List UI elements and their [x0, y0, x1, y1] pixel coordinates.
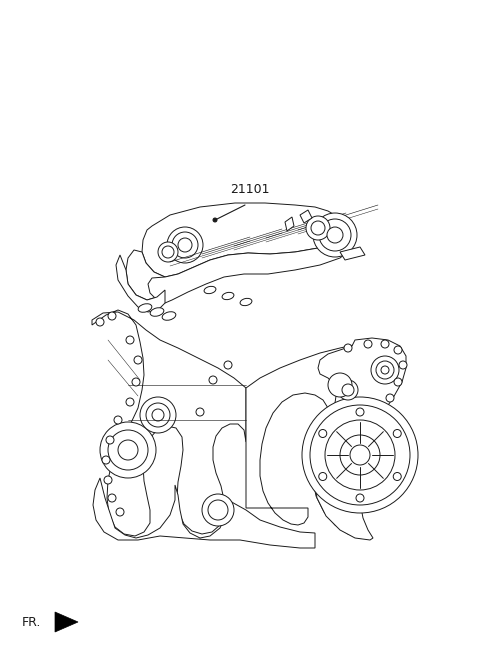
Circle shape — [140, 397, 176, 433]
Circle shape — [108, 312, 116, 320]
Circle shape — [126, 398, 134, 406]
Circle shape — [393, 430, 401, 438]
Text: 21101: 21101 — [230, 183, 270, 196]
Circle shape — [100, 422, 156, 478]
Circle shape — [399, 361, 407, 369]
Circle shape — [202, 494, 234, 526]
Circle shape — [381, 366, 389, 374]
Polygon shape — [340, 247, 365, 260]
Polygon shape — [55, 612, 78, 632]
Circle shape — [116, 508, 124, 516]
Circle shape — [342, 384, 354, 396]
Circle shape — [172, 232, 198, 258]
Polygon shape — [142, 203, 346, 277]
Circle shape — [178, 238, 192, 252]
Circle shape — [114, 416, 122, 424]
Circle shape — [338, 380, 358, 400]
Circle shape — [158, 242, 178, 262]
Polygon shape — [148, 233, 352, 303]
Circle shape — [319, 472, 327, 480]
Circle shape — [340, 435, 380, 475]
Text: FR.: FR. — [22, 615, 41, 628]
Circle shape — [311, 221, 325, 235]
Circle shape — [319, 219, 351, 251]
Circle shape — [319, 430, 327, 438]
Circle shape — [213, 218, 217, 222]
Circle shape — [126, 336, 134, 344]
Circle shape — [106, 436, 114, 444]
Circle shape — [118, 440, 138, 460]
Polygon shape — [300, 210, 312, 223]
Circle shape — [381, 340, 389, 348]
Ellipse shape — [138, 304, 152, 312]
Circle shape — [328, 373, 352, 397]
Circle shape — [394, 346, 402, 354]
Circle shape — [208, 500, 228, 520]
Circle shape — [162, 246, 174, 258]
Circle shape — [393, 472, 401, 480]
Circle shape — [313, 213, 357, 257]
Circle shape — [356, 494, 364, 502]
Ellipse shape — [240, 298, 252, 306]
Circle shape — [350, 445, 370, 465]
Polygon shape — [285, 217, 294, 231]
Circle shape — [224, 361, 232, 369]
Polygon shape — [92, 310, 246, 536]
Circle shape — [325, 420, 395, 490]
Circle shape — [302, 397, 418, 513]
Polygon shape — [126, 250, 165, 300]
Circle shape — [102, 456, 110, 464]
Circle shape — [209, 376, 217, 384]
Circle shape — [152, 409, 164, 421]
Polygon shape — [246, 342, 402, 538]
Circle shape — [344, 344, 352, 352]
Ellipse shape — [204, 287, 216, 294]
Circle shape — [146, 403, 170, 427]
Polygon shape — [314, 338, 406, 540]
Circle shape — [310, 405, 410, 505]
Circle shape — [108, 430, 148, 470]
Ellipse shape — [162, 312, 176, 320]
Circle shape — [364, 340, 372, 348]
Circle shape — [104, 476, 112, 484]
Circle shape — [386, 394, 394, 402]
Circle shape — [394, 378, 402, 386]
Circle shape — [167, 227, 203, 263]
Circle shape — [132, 378, 140, 386]
Circle shape — [196, 408, 204, 416]
Ellipse shape — [222, 293, 234, 300]
Polygon shape — [116, 255, 165, 312]
Circle shape — [327, 227, 343, 243]
Circle shape — [96, 318, 104, 326]
Circle shape — [371, 356, 399, 384]
Polygon shape — [93, 478, 315, 548]
Circle shape — [356, 408, 364, 416]
Circle shape — [376, 361, 394, 379]
Circle shape — [306, 216, 330, 240]
Ellipse shape — [150, 308, 164, 316]
Circle shape — [134, 356, 142, 364]
Circle shape — [108, 494, 116, 502]
